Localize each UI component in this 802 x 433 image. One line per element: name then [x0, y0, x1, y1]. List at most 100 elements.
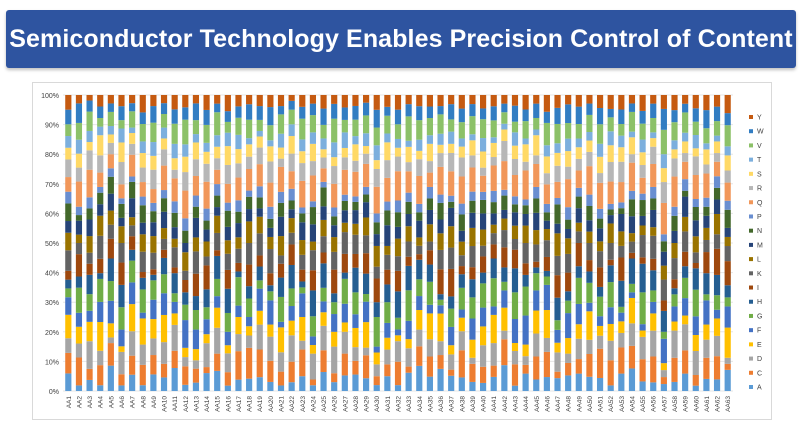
x-tick-label: AA9	[151, 396, 158, 409]
bar-segment-n	[607, 209, 614, 216]
bar-segment-s	[480, 151, 487, 168]
bar-segment-m	[639, 215, 646, 226]
bar-segment-i	[86, 263, 93, 275]
bar-segment-y	[607, 95, 614, 109]
bar-segment-e	[288, 320, 295, 336]
bar-segment-s	[724, 155, 731, 171]
bar-segment-p	[490, 190, 497, 203]
bar-segment-m	[192, 217, 200, 238]
bar-segment-n	[554, 204, 561, 224]
bar-segment-l	[97, 215, 104, 236]
bar-segment-k	[426, 241, 433, 251]
bar-segment-q	[671, 176, 678, 207]
bar-segment-l	[650, 227, 657, 236]
bar-segment-d	[426, 339, 433, 357]
bar-segment-h	[437, 294, 444, 300]
bar-segment-r	[277, 158, 285, 167]
bar-segment-g	[628, 283, 636, 293]
bar-segment-n	[596, 218, 604, 229]
bar-segment-q	[394, 171, 402, 201]
bar-segment-q	[692, 175, 699, 199]
bar-segment-y	[713, 95, 721, 107]
bar-segment-n	[426, 198, 433, 210]
bar-segment-s	[458, 146, 465, 158]
bar-segment-l	[543, 229, 550, 241]
x-tick-label: AA47	[555, 396, 562, 412]
y-tick-label: 20%	[45, 330, 59, 337]
legend-label: N	[757, 228, 762, 235]
bar-segment-q	[107, 154, 114, 169]
bar-segment-c	[607, 360, 614, 386]
bar-segment-r	[107, 142, 114, 155]
bar-segment-k	[394, 256, 402, 271]
bar-segment-p	[565, 207, 572, 220]
bar-segment-y	[639, 95, 646, 111]
bar-segment-t	[533, 129, 540, 136]
bar-segment-f	[75, 312, 83, 327]
bar-segment-v	[628, 111, 636, 132]
bar-segment-q	[320, 168, 327, 182]
bar-segment-p	[692, 199, 699, 207]
bar-segment-p	[235, 200, 242, 212]
bar-segment-r	[373, 169, 380, 187]
bar-segment-f	[320, 301, 327, 313]
bar-segment-t	[224, 132, 231, 147]
x-tick-label: AA10	[162, 396, 169, 412]
bar-segment-f	[596, 316, 604, 326]
bar-segment-r	[363, 153, 370, 164]
bar-segment-h	[235, 271, 242, 278]
bar-segment-n	[373, 222, 380, 235]
bar-segment-c	[543, 351, 550, 378]
bar-segment-k	[160, 238, 168, 250]
bar-segment-k	[565, 253, 572, 273]
bar-segment-k	[277, 255, 285, 264]
bar-segment-f	[160, 293, 168, 315]
bar-segment-g	[256, 280, 263, 289]
bar-segment-t	[416, 139, 423, 151]
bar-segment-r	[150, 169, 157, 190]
x-tick-label: AA24	[310, 396, 317, 412]
bar-segment-p	[75, 206, 83, 216]
bar-segment-a	[426, 376, 433, 391]
bar-segment-r	[628, 154, 636, 163]
bar-segment-w	[309, 103, 317, 116]
bar-segment-n	[724, 209, 731, 228]
bar-segment-g	[107, 281, 114, 301]
bar-segment-t	[405, 140, 412, 147]
bar-segment-m	[299, 222, 306, 241]
bar-segment-r	[511, 159, 519, 175]
bar-segment-c	[703, 357, 710, 379]
x-tick-label: AA55	[640, 396, 647, 412]
bar-segment-m	[533, 212, 540, 231]
bar-segment-v	[118, 120, 125, 129]
bar-segment-v	[682, 112, 689, 133]
bar-segment-v	[671, 122, 678, 141]
bar-segment-v	[309, 115, 317, 133]
bar-segment-y	[86, 95, 93, 101]
bar-segment-e	[352, 327, 359, 348]
bar-segment-f	[511, 319, 519, 343]
legend-swatch	[749, 370, 753, 375]
bar-segment-e	[501, 307, 508, 331]
bar-segment-a	[639, 381, 646, 391]
legend-swatch	[749, 257, 753, 262]
bar-segment-i	[469, 267, 476, 280]
bar-segment-l	[171, 238, 178, 248]
bar-segment-a	[256, 377, 263, 391]
bar-segment-v	[86, 111, 93, 131]
bar-segment-n	[660, 241, 667, 252]
bar-segment-s	[554, 152, 561, 166]
legend-label: S	[757, 171, 762, 178]
x-tick-label: AA1	[66, 396, 73, 409]
bar-segment-q	[490, 165, 497, 191]
bar-segment-q	[246, 169, 253, 191]
legend-swatch	[749, 271, 753, 276]
bar-segment-e	[341, 322, 348, 332]
bar-segment-y	[437, 95, 444, 107]
bar-segment-s	[65, 147, 72, 160]
bar-segment-l	[522, 225, 529, 243]
bar-segment-f	[309, 336, 317, 346]
bar-segment-p	[703, 197, 710, 207]
bar-segment-w	[267, 107, 274, 126]
bar-segment-c	[469, 363, 476, 382]
